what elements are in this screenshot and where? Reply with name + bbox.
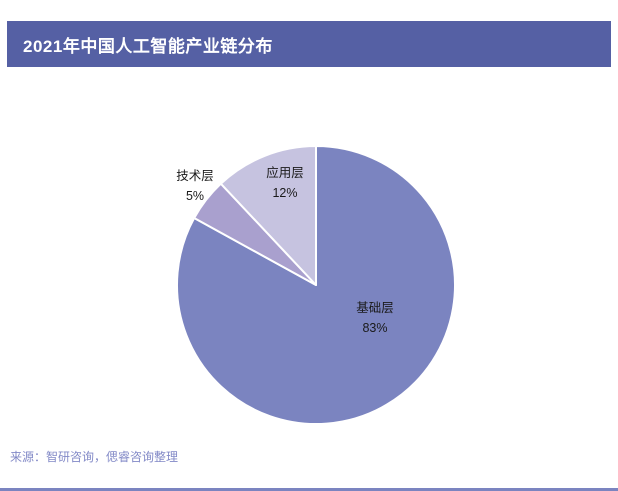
label-base-layer-pct: 83% xyxy=(362,321,388,335)
label-tech-layer-name: 技术层 xyxy=(176,169,214,183)
label-tech-layer-pct: 5% xyxy=(185,189,205,203)
source-note: 来源：智研咨询，偲睿咨询整理 xyxy=(10,450,179,464)
label-base-layer: 基础层 83% xyxy=(335,298,415,338)
pie-slice-2 xyxy=(219,145,317,286)
label-base-layer-name: 基础层 xyxy=(356,301,394,315)
label-app-layer-name: 应用层 xyxy=(266,166,304,180)
label-tech-layer: 技术层 5% xyxy=(158,166,232,206)
chart-title: 2021年中国人工智能产业链分布 xyxy=(23,36,273,56)
label-app-layer-pct: 12% xyxy=(272,186,298,200)
chart-title-bar: 2021年中国人工智能产业链分布 xyxy=(7,21,611,67)
label-app-layer: 应用层 12% xyxy=(245,163,325,203)
pie-slice-0 xyxy=(176,145,456,425)
bottom-accent-rule xyxy=(0,488,618,491)
